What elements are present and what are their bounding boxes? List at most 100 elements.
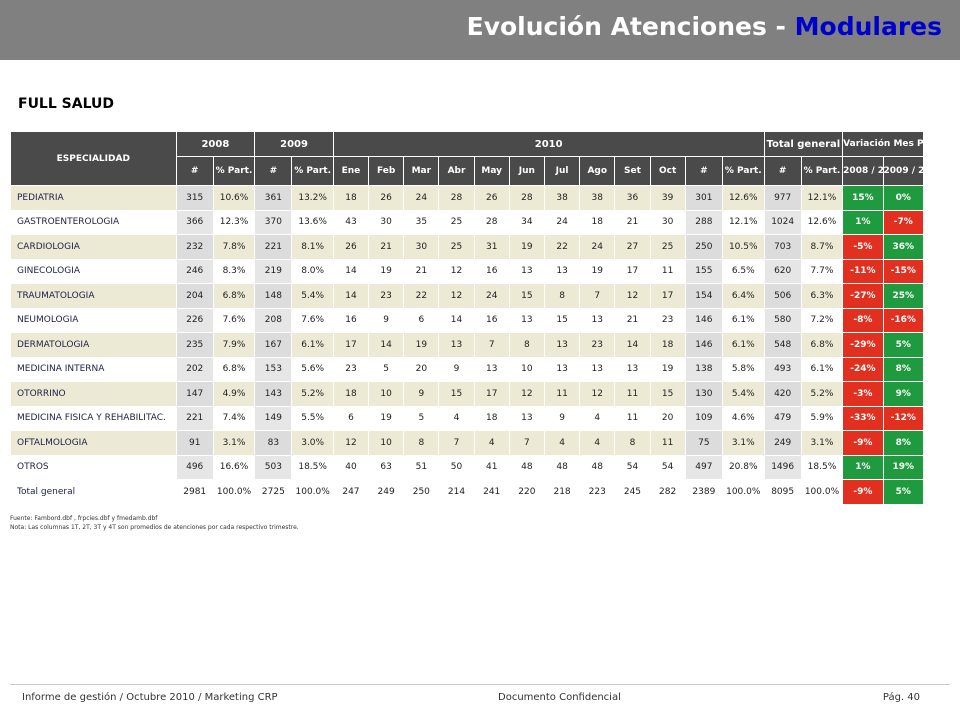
cell-month-may: 31	[473, 234, 510, 260]
cell-2008-pct: 16.6%	[212, 454, 256, 480]
cell-month-abr: 4	[438, 405, 475, 431]
table-row: CARDIOLOGIA 232 7.8% 221 8.1% 26 21 30 25 31 19 22 2…	[10, 234, 925, 260]
cell-2010-pct: 6.1%	[721, 332, 765, 358]
cell-month-oct: 23	[649, 307, 686, 333]
cell-2010-pct: 20.8%	[721, 454, 765, 480]
cell-month-jun: 13	[508, 405, 545, 431]
cell-month-ene: 14	[332, 258, 370, 284]
cell-2008-pct: 4.9%	[212, 381, 256, 407]
cell-month-mar: 30	[403, 234, 440, 260]
cell-month-jun: 7	[508, 430, 545, 456]
cell-month-oct: 54	[649, 454, 686, 480]
cell-2008-num: 496	[175, 454, 214, 480]
subheader-month-set: Set	[614, 156, 651, 186]
cell-month-oct: 25	[649, 234, 686, 260]
title-highlight: Modulares	[794, 12, 942, 41]
cell-month-ene: 14	[332, 283, 370, 309]
subheader-var-2008-2009: 2008 / 2009	[842, 156, 884, 186]
cell-month-mar: 20	[403, 356, 440, 382]
cell-2009-pct: 5.4%	[291, 283, 334, 309]
especialidad-cell: OFTALMOLOGIA	[10, 430, 177, 456]
cell-2009-num: 2725	[254, 479, 293, 505]
cell-2009-num: 83	[254, 430, 293, 456]
cell-month-abr: 25	[438, 209, 475, 235]
cell-month-mar: 5	[403, 405, 440, 431]
cell-month-set: 14	[614, 332, 651, 358]
table-row: NEUMOLOGIA 226 7.6% 208 7.6% 16 9 6 14 16 13 15 13 21…	[10, 307, 925, 333]
cell-month-mar: 24	[403, 185, 440, 211]
cell-2008-num: 226	[175, 307, 214, 333]
cell-month-set: 17	[614, 258, 651, 284]
cell-2008-pct: 7.4%	[212, 405, 256, 431]
cell-2010-num: 130	[684, 381, 723, 407]
cell-month-abr: 9	[438, 356, 475, 382]
especialidad-cell: GASTROENTEROLOGIA	[10, 209, 177, 235]
cell-total-pct: 6.3%	[800, 283, 844, 309]
cell-month-feb: 5	[368, 356, 405, 382]
source-note: Fuente: Fambord.dbf , frpcies.dbf y fmed…	[10, 515, 158, 522]
cell-2009-pct: 8.0%	[291, 258, 334, 284]
cell-month-feb: 30	[368, 209, 405, 235]
cell-2010-pct: 4.6%	[721, 405, 765, 431]
cell-2008-pct: 6.8%	[212, 356, 256, 382]
cell-month-ene: 43	[332, 209, 370, 235]
cell-total-num: 1024	[763, 209, 802, 235]
cell-month-feb: 9	[368, 307, 405, 333]
cell-var-2008-2009: -3%	[842, 381, 884, 407]
cell-2010-num: 109	[684, 405, 723, 431]
cell-2009-pct: 8.1%	[291, 234, 334, 260]
cell-month-ago: 38	[579, 185, 616, 211]
cell-2008-num: 147	[175, 381, 214, 407]
cell-var-2009-2010: -16%	[882, 307, 925, 333]
cell-var-2009-2010: 9%	[882, 381, 925, 407]
cell-2009-pct: 6.1%	[291, 332, 334, 358]
cell-month-may: 16	[473, 307, 510, 333]
cell-month-ene: 247	[332, 479, 370, 505]
subheader-2009-num: #	[254, 156, 293, 186]
cell-month-set: 54	[614, 454, 651, 480]
cell-2008-pct: 10.6%	[212, 185, 256, 211]
cell-2010-num: 288	[684, 209, 723, 235]
cell-month-abr: 25	[438, 234, 475, 260]
cell-total-pct: 100.0%	[800, 479, 844, 505]
cell-var-2008-2009: -27%	[842, 283, 884, 309]
table-row: DERMATOLOGIA 235 7.9% 167 6.1% 17 14 19 13 7 8 13 23…	[10, 332, 925, 358]
cell-2010-num: 250	[684, 234, 723, 260]
cell-2010-pct: 6.4%	[721, 283, 765, 309]
cell-var-2009-2010: 19%	[882, 454, 925, 480]
cell-month-jul: 11	[543, 381, 581, 407]
cell-month-ago: 4	[579, 430, 616, 456]
cell-2009-num: 361	[254, 185, 293, 211]
subheader-2008-num: #	[175, 156, 214, 186]
cell-var-2009-2010: 8%	[882, 430, 925, 456]
cell-month-jul: 38	[543, 185, 581, 211]
cell-month-set: 13	[614, 356, 651, 382]
cell-month-ene: 18	[332, 381, 370, 407]
title-bar: Evolución Atenciones - Modulares	[0, 0, 960, 60]
cell-month-jun: 13	[508, 307, 545, 333]
cell-month-set: 11	[614, 381, 651, 407]
cell-month-oct: 18	[649, 332, 686, 358]
table-row: PEDIATRIA 315 10.6% 361 13.2% 18 26 24 28 26 28 38 3…	[10, 185, 925, 211]
cell-2010-pct: 12.6%	[721, 185, 765, 211]
cell-total-num: 1496	[763, 454, 802, 480]
table-row: MEDICINA FISICA Y REHABILITAC. 221 7.4% 149…	[10, 405, 925, 431]
cell-2008-pct: 7.8%	[212, 234, 256, 260]
cell-month-ene: 40	[332, 454, 370, 480]
cell-2010-num: 146	[684, 307, 723, 333]
cell-2009-pct: 18.5%	[291, 454, 334, 480]
cell-2008-pct: 3.1%	[212, 430, 256, 456]
subheader-month-ago: Ago	[579, 156, 616, 186]
cell-total-num: 703	[763, 234, 802, 260]
atenciones-table: ESPECIALIDAD 2008 2009 2010 Total genera…	[10, 131, 925, 505]
especialidad-cell: MEDICINA FISICA Y REHABILITAC.	[10, 405, 177, 431]
cell-2009-num: 219	[254, 258, 293, 284]
cell-total-num: 580	[763, 307, 802, 333]
cell-month-feb: 19	[368, 258, 405, 284]
subheader-total-num: #	[763, 156, 802, 186]
subheader-var-2009-2010: 2009 / 2010	[882, 156, 925, 186]
cell-2010-num: 138	[684, 356, 723, 382]
subheader-2010-pct: % Part.	[721, 156, 765, 186]
cell-2009-num: 221	[254, 234, 293, 260]
cell-month-abr: 13	[438, 332, 475, 358]
